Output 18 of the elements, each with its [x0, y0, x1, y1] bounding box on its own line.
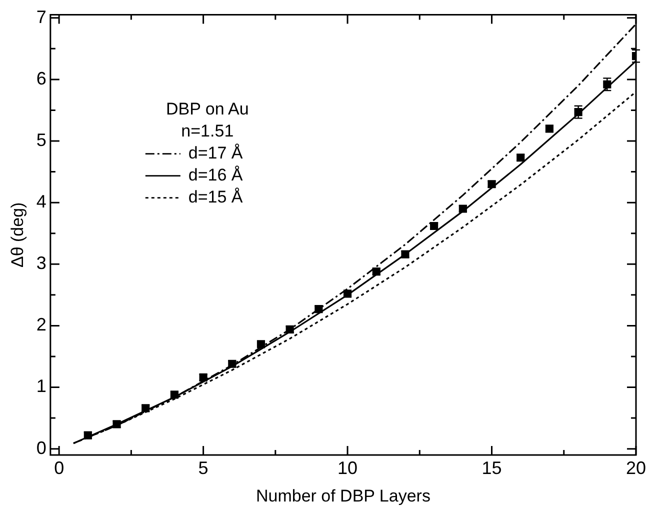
- legend-label: d=17 Å: [188, 143, 244, 162]
- y-tick-label: 1: [36, 376, 46, 396]
- y-tick-label: 5: [36, 130, 46, 150]
- x-tick-label: 15: [482, 458, 502, 478]
- y-tick-label: 4: [36, 192, 46, 212]
- y-tick-label: 6: [36, 68, 46, 88]
- legend-label: d=16 Å: [188, 165, 244, 184]
- legend-label: d=15 Å: [188, 187, 244, 206]
- y-tick-label: 0: [36, 438, 46, 458]
- x-tick-label: 10: [338, 458, 358, 478]
- x-tick-label: 0: [54, 458, 64, 478]
- y-tick-label: 2: [36, 314, 46, 335]
- x-tick-label: 5: [198, 458, 208, 478]
- y-axis-title: Δθ (deg): [8, 202, 27, 268]
- y-tick-label: 3: [36, 253, 46, 274]
- x-tick-label: 20: [626, 458, 646, 478]
- x-axis-title: Number of DBP Layers: [256, 486, 430, 506]
- y-tick-label: 7: [36, 6, 46, 27]
